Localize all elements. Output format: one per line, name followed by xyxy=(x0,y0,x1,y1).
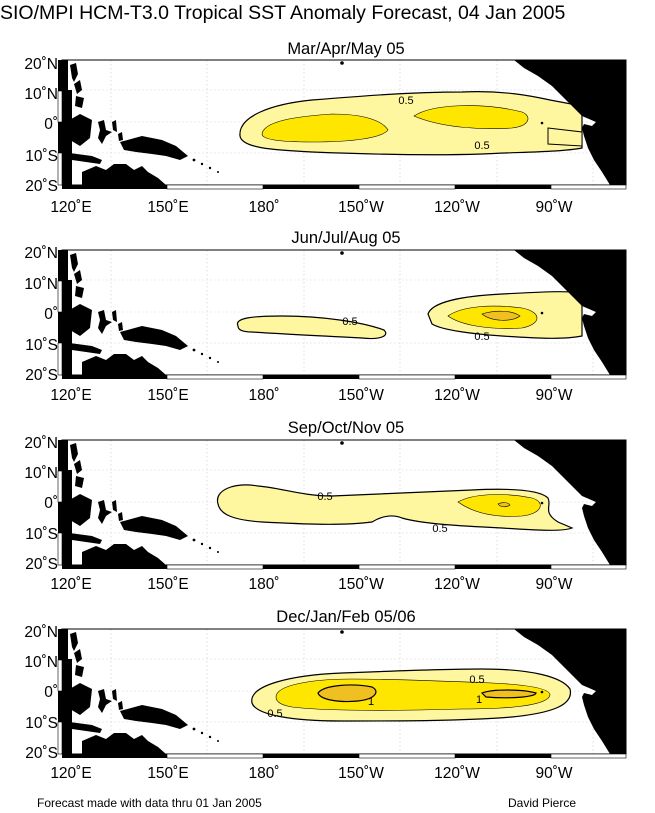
lat-label-10n: 10˚N xyxy=(24,654,58,671)
contour-label: 0.5 xyxy=(469,674,484,686)
lat-label-20n: 20˚N xyxy=(24,245,58,262)
footer-forecast-note: Forecast made with data thru 01 Jan 2005 xyxy=(37,796,262,810)
contour-label: 1 xyxy=(368,696,374,708)
lon-label-150e: 150˚E xyxy=(147,199,189,216)
lon-label-120w: 120˚W xyxy=(434,765,480,782)
lat-label-eq: 0˚ xyxy=(44,116,58,133)
anomaly-region xyxy=(261,113,389,143)
lat-label-20s: 20˚S xyxy=(25,178,58,195)
map-panel-2 xyxy=(57,249,627,380)
lon-label-90w: 90˚W xyxy=(535,576,573,593)
lat-label-eq: 0˚ xyxy=(44,684,58,701)
lon-label-150w: 150˚W xyxy=(338,576,384,593)
map-panel-3 xyxy=(57,439,627,570)
contour-label: 0.5 xyxy=(317,491,332,503)
contour-label: 0.5 xyxy=(398,95,413,107)
lat-label-10s: 10˚S xyxy=(25,148,58,165)
lon-label-150e: 150˚E xyxy=(147,765,189,782)
lon-label-120w: 120˚W xyxy=(434,576,480,593)
lat-label-20s: 20˚S xyxy=(25,367,58,384)
contour-label: 0.5 xyxy=(474,140,489,152)
lon-label-180: 180˚ xyxy=(248,387,280,404)
lat-label-eq: 0˚ xyxy=(44,495,58,512)
panel-3-title: Sep/Oct/Nov 05 xyxy=(287,419,405,437)
lat-label-20n: 20˚N xyxy=(24,624,58,641)
anomaly-region xyxy=(317,684,377,703)
anomaly-region xyxy=(547,127,583,147)
lat-label-10n: 10˚N xyxy=(24,276,58,293)
lat-label-10s: 10˚S xyxy=(25,526,58,543)
anomaly-region xyxy=(497,502,511,508)
anomaly-region xyxy=(236,315,387,340)
anomaly-region xyxy=(413,105,529,129)
lon-label-150w: 150˚W xyxy=(338,387,384,404)
map-panel-1 xyxy=(57,59,627,190)
anomaly-region xyxy=(481,310,521,321)
contour-label: 1 xyxy=(476,694,482,706)
lon-label-120e: 120˚E xyxy=(50,576,92,593)
panel-4-title: Dec/Jan/Feb 05/06 xyxy=(276,608,416,626)
lon-label-120e: 120˚E xyxy=(50,387,92,404)
lon-label-150w: 150˚W xyxy=(338,199,384,216)
lat-label-20s: 20˚S xyxy=(25,556,58,573)
panel-2-title: Jun/Jul/Aug 05 xyxy=(291,229,401,247)
lat-label-10n: 10˚N xyxy=(24,465,58,482)
lon-label-150e: 150˚E xyxy=(147,576,189,593)
lat-label-10s: 10˚S xyxy=(25,337,58,354)
lon-label-180: 180˚ xyxy=(248,199,280,216)
panel-1-title: Mar/Apr/May 05 xyxy=(287,40,405,58)
lon-label-150w: 150˚W xyxy=(338,765,384,782)
lon-label-120w: 120˚W xyxy=(434,387,480,404)
figure-title: SIO/MPI HCM-T3.0 Tropical SST Anomaly Fo… xyxy=(0,2,566,24)
contour-label: 0.5 xyxy=(432,523,447,535)
lat-label-20n: 20˚N xyxy=(24,56,58,73)
contour-label: 0.5 xyxy=(474,331,489,343)
lon-label-150e: 150˚E xyxy=(147,387,189,404)
lat-label-10n: 10˚N xyxy=(24,86,58,103)
lon-label-120e: 120˚E xyxy=(50,199,92,216)
contour-label: 0.5 xyxy=(342,316,357,328)
lon-label-180: 180˚ xyxy=(248,576,280,593)
contour-label: 0.5 xyxy=(267,708,282,720)
lat-label-20s: 20˚S xyxy=(25,745,58,762)
lon-label-120e: 120˚E xyxy=(50,765,92,782)
lat-label-20n: 20˚N xyxy=(24,435,58,452)
lat-label-eq: 0˚ xyxy=(44,306,58,323)
map-panel-4 xyxy=(57,628,627,759)
lon-label-90w: 90˚W xyxy=(535,387,573,404)
lon-label-90w: 90˚W xyxy=(535,199,573,216)
anomaly-region xyxy=(480,689,537,699)
lat-label-10s: 10˚S xyxy=(25,715,58,732)
lon-label-180: 180˚ xyxy=(248,765,280,782)
footer-author: David Pierce xyxy=(508,796,577,810)
lon-label-120w: 120˚W xyxy=(434,199,480,216)
lon-label-90w: 90˚W xyxy=(535,765,573,782)
